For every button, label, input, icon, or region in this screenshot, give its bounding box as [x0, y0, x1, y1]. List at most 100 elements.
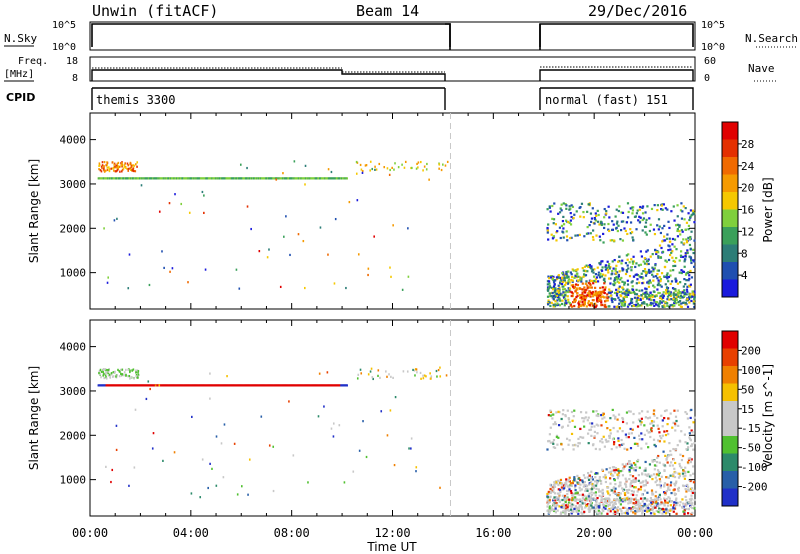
range-cell	[638, 507, 641, 511]
range-cell	[229, 384, 232, 387]
range-cell	[617, 290, 621, 294]
range-cell	[106, 384, 108, 387]
range-cell	[124, 162, 126, 165]
range-cell	[653, 464, 657, 467]
range-cell	[565, 498, 568, 502]
range-cell	[391, 166, 393, 169]
range-cell	[655, 460, 659, 464]
range-cell	[570, 273, 573, 276]
range-cell	[425, 375, 427, 378]
range-cell	[609, 510, 612, 513]
range-cell	[584, 487, 588, 490]
range-cell	[686, 485, 690, 488]
range-cell	[681, 454, 685, 458]
range-cell	[213, 384, 215, 387]
range-cell	[678, 224, 681, 227]
range-cell	[590, 270, 594, 273]
range-cell	[342, 177, 345, 180]
range-cell	[608, 436, 611, 440]
range-cell	[108, 168, 111, 171]
range-cell	[372, 377, 374, 381]
range-cell	[599, 239, 602, 242]
range-cell	[586, 471, 590, 475]
range-cell	[103, 227, 105, 230]
range-cell	[565, 204, 568, 207]
range-cell	[241, 485, 243, 488]
range-cell	[673, 304, 676, 307]
range-cell	[673, 501, 676, 504]
range-cell	[216, 384, 219, 387]
range-cell	[307, 481, 309, 484]
range-cell	[675, 296, 678, 299]
range-cell	[567, 287, 570, 290]
range-cell	[548, 301, 552, 304]
range-cell	[283, 384, 286, 387]
range-cell	[553, 509, 556, 513]
range-cell	[586, 419, 589, 422]
range-cell	[638, 509, 641, 513]
range-cell	[658, 431, 661, 434]
range-cell	[104, 177, 107, 180]
range-cell	[609, 282, 612, 285]
range-cell	[560, 417, 563, 421]
range-cell	[630, 299, 633, 303]
range-cell	[665, 273, 669, 277]
range-cell	[571, 285, 575, 288]
range-cell	[595, 507, 598, 510]
range-cell	[613, 498, 616, 501]
range-cell	[683, 433, 686, 436]
range-cell	[614, 415, 617, 418]
range-cell	[111, 375, 114, 378]
range-cell	[574, 492, 577, 495]
range-cell	[663, 430, 666, 433]
range-cell	[659, 484, 663, 487]
range-cell	[223, 423, 226, 426]
range-cell	[551, 441, 554, 444]
range-cell	[660, 204, 663, 207]
range-cell	[110, 372, 113, 375]
range-cell	[574, 496, 577, 499]
range-cell	[662, 296, 665, 299]
range-cell	[684, 252, 687, 255]
range-cell	[439, 366, 441, 369]
range-cell	[561, 413, 564, 416]
range-cell	[242, 177, 244, 180]
range-cell	[425, 168, 428, 171]
range-cell	[631, 484, 634, 488]
range-cell	[557, 274, 560, 277]
range-cell	[627, 436, 630, 439]
range-cell	[593, 293, 597, 297]
range-cell	[663, 416, 666, 420]
range-cell	[658, 291, 661, 295]
range-cell	[435, 369, 438, 373]
range-cell	[107, 368, 110, 372]
range-cell	[589, 500, 592, 503]
range-cell	[670, 210, 673, 213]
range-cell	[650, 501, 653, 504]
range-cell	[575, 210, 578, 213]
range-cell	[129, 177, 131, 180]
range-cell	[168, 202, 171, 205]
range-cell	[249, 177, 251, 180]
range-cell	[672, 447, 675, 451]
range-cell	[255, 177, 258, 180]
range-cell	[565, 219, 568, 222]
range-cell	[264, 177, 266, 180]
range-cell	[618, 481, 622, 484]
range-cell	[573, 479, 576, 482]
range-cell	[143, 384, 146, 387]
range-cell	[612, 466, 616, 469]
range-cell	[230, 384, 233, 387]
range-cell	[686, 417, 689, 420]
range-cell	[109, 177, 111, 180]
range-cell	[118, 370, 121, 373]
range-cell	[639, 304, 642, 307]
range-cell	[271, 177, 273, 180]
range-cell	[649, 435, 652, 439]
range-cell	[689, 479, 692, 483]
range-cell	[685, 448, 688, 451]
range-cell	[101, 384, 103, 387]
range-cell	[607, 503, 610, 506]
range-cell	[180, 384, 183, 387]
range-cell	[203, 194, 205, 197]
